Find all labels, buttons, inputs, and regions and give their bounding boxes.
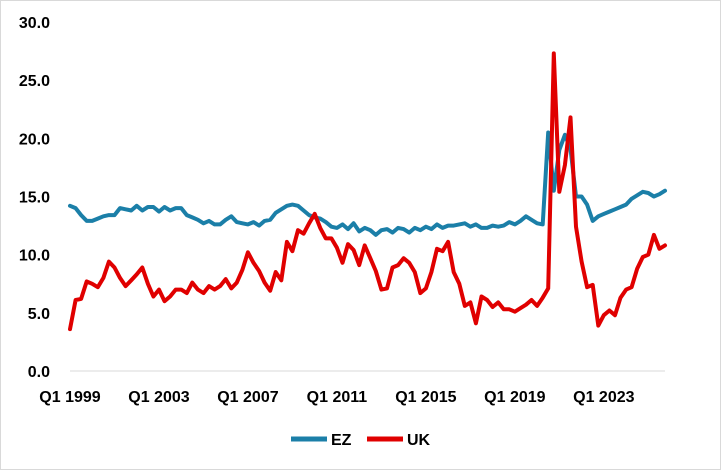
legend: EZ UK bbox=[291, 432, 431, 449]
legend-label-ez: EZ bbox=[331, 432, 352, 449]
x-tick-label: Q1 2015 bbox=[395, 389, 456, 406]
x-tick-label: Q1 2023 bbox=[573, 389, 634, 406]
y-tick-label: 20.0 bbox=[19, 131, 50, 148]
y-tick-label: 25.0 bbox=[19, 73, 50, 90]
y-tick-label: 10.0 bbox=[19, 248, 50, 265]
series-line-ez bbox=[68, 130, 667, 237]
series-line-uk bbox=[68, 51, 667, 332]
y-tick-label: 0.0 bbox=[28, 364, 50, 381]
series-lines bbox=[68, 51, 667, 332]
y-tick-label: 5.0 bbox=[28, 306, 50, 323]
y-tick-label: 30.0 bbox=[19, 15, 50, 32]
x-tick-label: Q1 2007 bbox=[217, 389, 278, 406]
x-tick-label: Q1 2019 bbox=[484, 389, 545, 406]
y-tick-label: 15.0 bbox=[19, 190, 50, 207]
x-tick-label: Q1 1999 bbox=[39, 389, 100, 406]
x-tick-label: Q1 2003 bbox=[128, 389, 189, 406]
x-axis-tick-labels: Q1 1999 Q1 2003 Q1 2007 Q1 2011 Q1 2015 Q1 20… bbox=[39, 389, 634, 406]
legend-label-uk: UK bbox=[407, 432, 431, 449]
x-tick-label: Q1 2011 bbox=[307, 389, 368, 406]
y-axis-tick-labels: 0.0 5.0 10.0 15.0 20.0 25.0 30.0 bbox=[19, 15, 50, 381]
